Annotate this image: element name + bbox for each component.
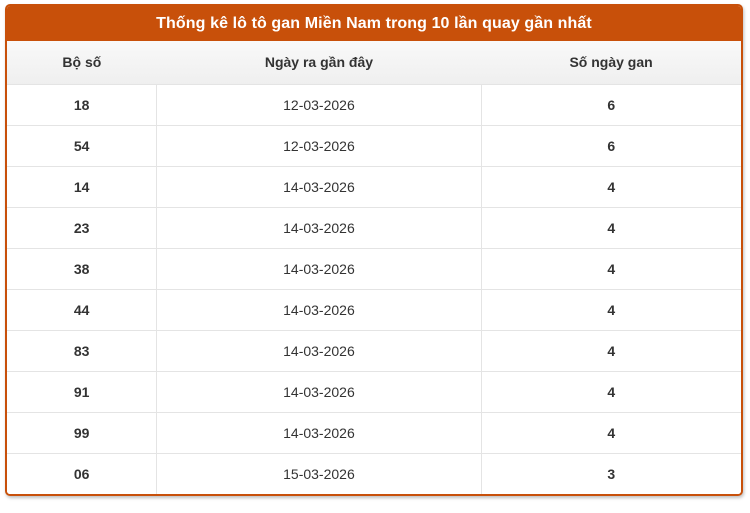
table-row: 99 14-03-2026 4 xyxy=(7,411,741,453)
cell-number: 44 xyxy=(7,288,157,330)
column-header-ngay-ra-gan-day: Ngày ra gần đây xyxy=(156,41,482,85)
table-row: 06 15-03-2026 3 xyxy=(7,452,741,494)
gan-statistics-card: Thống kê lô tô gan Miền Nam trong 10 lần… xyxy=(5,4,743,496)
cell-number: 99 xyxy=(7,411,157,453)
cell-last-date: 12-03-2026 xyxy=(156,84,482,125)
table-title: Thống kê lô tô gan Miền Nam trong 10 lần… xyxy=(7,6,741,41)
table-row: 91 14-03-2026 4 xyxy=(7,370,741,412)
cell-number: 54 xyxy=(7,124,157,166)
column-header-so-ngay-gan: Số ngày gan xyxy=(481,41,741,85)
cell-number: 14 xyxy=(7,165,157,207)
cell-last-date: 14-03-2026 xyxy=(156,329,482,371)
cell-number: 18 xyxy=(7,84,157,125)
cell-last-date: 12-03-2026 xyxy=(156,124,482,166)
cell-number: 38 xyxy=(7,247,157,289)
cell-gan-days: 4 xyxy=(480,288,741,330)
column-header-bo-so: Bộ số xyxy=(7,41,157,85)
cell-gan-days: 4 xyxy=(480,247,741,289)
header-row: Bộ số Ngày ra gần đây Số ngày gan xyxy=(7,41,741,85)
cell-last-date: 14-03-2026 xyxy=(156,206,482,248)
table-row: 44 14-03-2026 4 xyxy=(7,288,741,330)
cell-last-date: 14-03-2026 xyxy=(156,411,482,453)
cell-number: 83 xyxy=(7,329,157,371)
cell-last-date: 14-03-2026 xyxy=(156,288,482,330)
cell-number: 23 xyxy=(7,206,157,248)
cell-gan-days: 6 xyxy=(480,124,741,166)
cell-gan-days: 4 xyxy=(480,411,741,453)
cell-number: 91 xyxy=(7,370,157,412)
cell-last-date: 15-03-2026 xyxy=(156,452,482,494)
cell-gan-days: 6 xyxy=(480,84,741,125)
table-row: 18 12-03-2026 6 xyxy=(7,84,741,125)
cell-number: 06 xyxy=(7,452,157,494)
gan-statistics-table: Bộ số Ngày ra gần đây Số ngày gan 18 12-… xyxy=(7,41,741,494)
cell-gan-days: 4 xyxy=(480,165,741,207)
table-row: 38 14-03-2026 4 xyxy=(7,247,741,289)
cell-last-date: 14-03-2026 xyxy=(156,370,482,412)
table-row: 23 14-03-2026 4 xyxy=(7,206,741,248)
cell-last-date: 14-03-2026 xyxy=(156,247,482,289)
cell-last-date: 14-03-2026 xyxy=(156,165,482,207)
cell-gan-days: 4 xyxy=(480,370,741,412)
table-row: 83 14-03-2026 4 xyxy=(7,329,741,371)
table-row: 54 12-03-2026 6 xyxy=(7,124,741,166)
cell-gan-days: 4 xyxy=(480,329,741,371)
cell-gan-days: 4 xyxy=(480,206,741,248)
table-row: 14 14-03-2026 4 xyxy=(7,165,741,207)
cell-gan-days: 3 xyxy=(480,452,741,494)
